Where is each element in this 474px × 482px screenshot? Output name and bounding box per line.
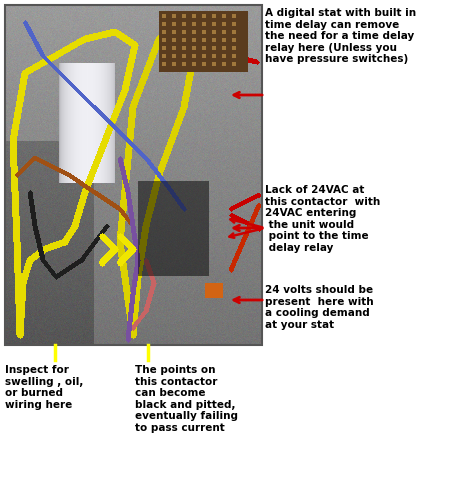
Text: 24 volts should be
present  here with
a cooling demand
at your stat: 24 volts should be present here with a c… [265,285,374,330]
Text: The points on
this contactor
can become
black and pitted,
eventually failing
to : The points on this contactor can become … [135,365,238,433]
Text: Lack of 24VAC at
this contactor  with
24VAC entering
 the unit would
 point to t: Lack of 24VAC at this contactor with 24V… [265,185,380,253]
Text: A digital stat with built in
time delay can remove
the need for a time delay
rel: A digital stat with built in time delay … [265,8,416,65]
Bar [5,5,262,345]
Text: Inspect for
swelling , oil,
or burned
wiring here: Inspect for swelling , oil, or burned wi… [5,365,83,410]
